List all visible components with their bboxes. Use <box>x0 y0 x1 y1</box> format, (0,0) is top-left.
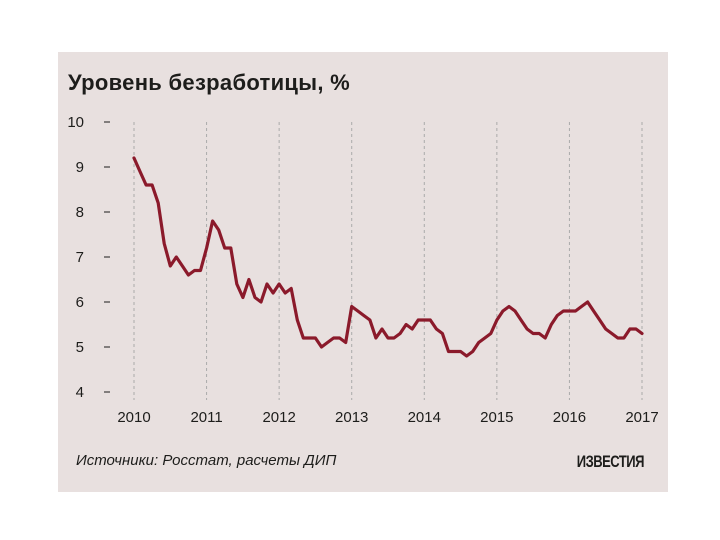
y-tick-label-4: 4 <box>76 384 84 401</box>
y-tick-label-8: 8 <box>76 204 84 221</box>
chart-panel: Уровень безработицы, % 2010 2011 2012 2013 2… <box>58 52 668 492</box>
x-tick-label-2011: 2011 <box>190 409 222 426</box>
y-tick-label-10: 10 <box>67 114 84 131</box>
series-line-0 <box>132 156 644 358</box>
x-tick-label-2014: 2014 <box>408 409 441 426</box>
line-chart: 2010 2011 2012 2013 2014 2015 2016 2017 4 5 6 7 8 9 10 <box>67 114 658 426</box>
y-tick-label-5: 5 <box>76 339 84 356</box>
x-tick-label-2012: 2012 <box>262 409 295 426</box>
x-tick-label-2017: 2017 <box>625 409 658 426</box>
x-tick-label-2015: 2015 <box>480 409 513 426</box>
izvestia-logo: ИЗВЕСТИЯ <box>576 452 645 471</box>
source-note: Источники: Росстат, расчеты ДИП <box>76 452 337 469</box>
y-tick-label-7: 7 <box>76 249 84 266</box>
y-tick-label-6: 6 <box>76 294 84 311</box>
chart-title: Уровень безработицы, % <box>68 70 351 95</box>
x-tick-label-2013: 2013 <box>335 409 368 426</box>
x-tick-label-2010: 2010 <box>117 409 150 426</box>
x-tick-label-2016: 2016 <box>553 409 586 426</box>
y-tick-label-9: 9 <box>76 159 84 176</box>
